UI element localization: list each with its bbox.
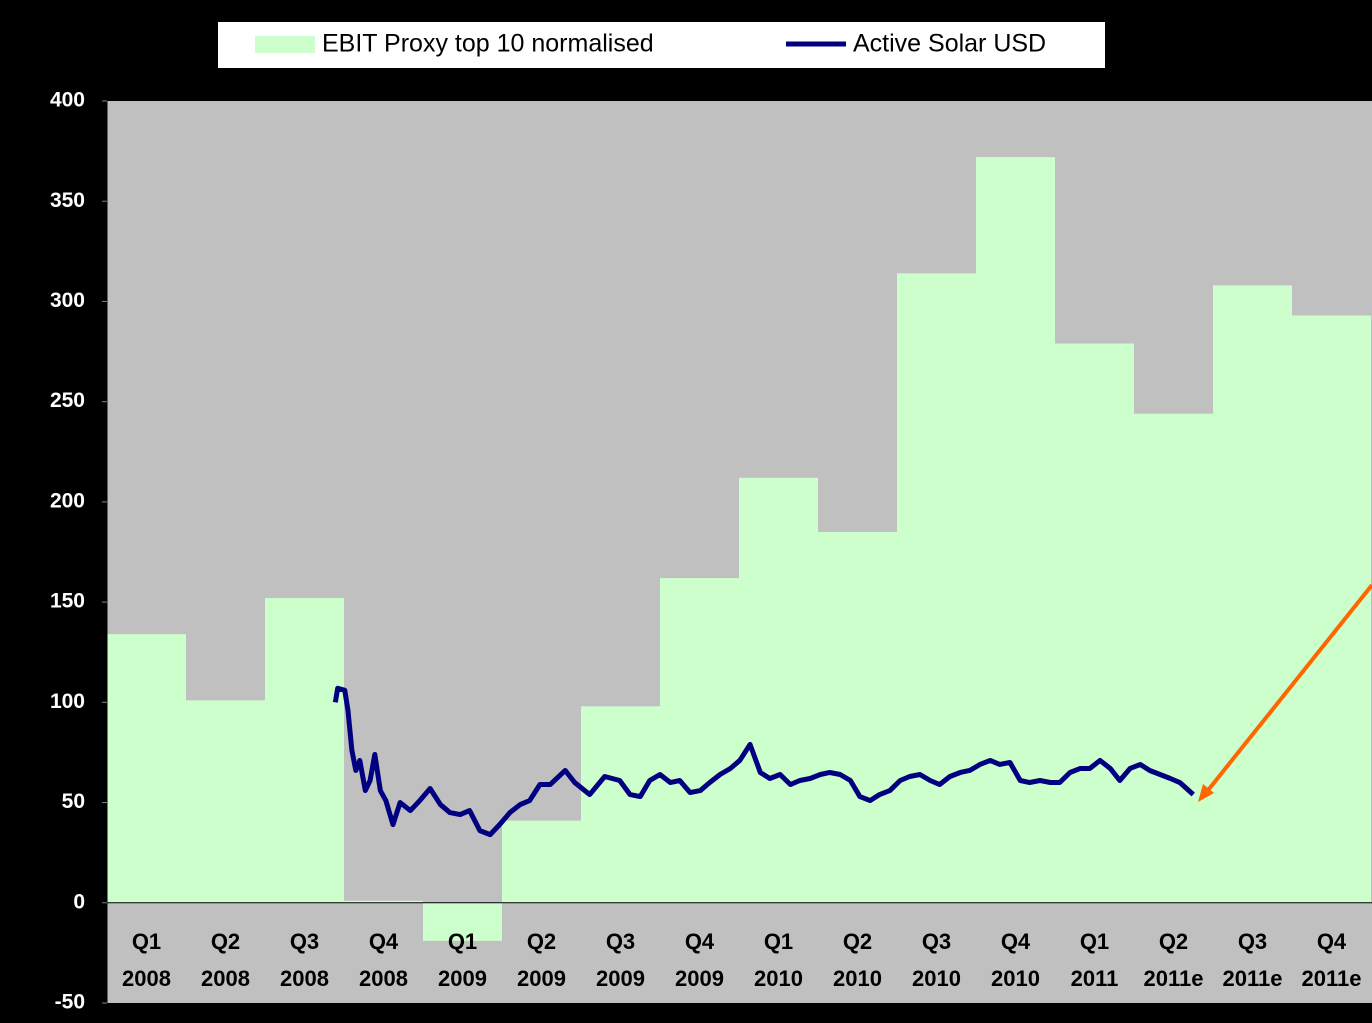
x-tick-label: 2009: [596, 966, 645, 991]
bar: [976, 157, 1055, 903]
x-tick-label: 2010: [754, 966, 803, 991]
bar: [344, 900, 423, 903]
x-tick-label: Q2: [1159, 929, 1188, 954]
x-tick-label: 2009: [675, 966, 724, 991]
bar: [581, 706, 660, 903]
x-tick-label: Q2: [211, 929, 240, 954]
bar: [739, 477, 818, 903]
x-tick-label: Q4: [685, 929, 715, 954]
y-tick-label: 250: [50, 389, 85, 412]
bar: [660, 578, 739, 903]
x-tick-label: Q1: [764, 929, 793, 954]
bar: [1292, 315, 1371, 903]
x-tick-label: 2011e: [1144, 966, 1204, 991]
x-tick-label: 2009: [438, 966, 487, 991]
x-tick-label: Q4: [1317, 929, 1347, 954]
x-tick-label: Q2: [843, 929, 872, 954]
legend-label: Active Solar USD: [853, 30, 1046, 58]
x-tick-label: Q3: [290, 929, 319, 954]
bar: [1134, 413, 1213, 903]
y-tick-label: 350: [50, 189, 85, 212]
x-tick-label: 2010: [912, 966, 961, 991]
x-tick-label: Q3: [922, 929, 951, 954]
x-tick-label: 2008: [201, 966, 250, 991]
y-tick-label: 400: [50, 89, 85, 112]
arrow-head: [1198, 784, 1214, 802]
x-tick-label: 2008: [359, 966, 408, 991]
x-tick-label: 2011e: [1223, 966, 1283, 991]
y-tick-label: 150: [50, 590, 85, 613]
y-tick-label: 300: [50, 289, 85, 312]
x-tick-label: 2010: [833, 966, 882, 991]
x-tick-label: 2008: [122, 966, 171, 991]
bar: [897, 273, 976, 903]
x-tick-label: 2008: [280, 966, 329, 991]
bar: [186, 700, 265, 903]
x-tick-label: Q4: [369, 929, 399, 954]
x-tick-label: Q1: [448, 929, 477, 954]
x-tick-label: Q3: [1238, 929, 1267, 954]
legend-swatch: [255, 36, 315, 53]
annotation-arrow: [1203, 583, 1372, 796]
x-tick-label: Q1: [132, 929, 161, 954]
bar: [818, 531, 897, 903]
y-tick-label: 200: [50, 489, 85, 512]
x-tick-label: 2009: [517, 966, 566, 991]
bar: [423, 902, 502, 941]
y-tick-label: 0: [73, 890, 85, 913]
y-tick-label: -50: [55, 991, 85, 1014]
bar: [107, 634, 186, 903]
y-tick-label: 50: [62, 790, 85, 813]
x-tick-label: Q2: [527, 929, 556, 954]
legend: EBIT Proxy top 10 normalised Active Solar…: [218, 22, 1105, 68]
x-tick-label: 2010: [991, 966, 1040, 991]
y-tick-label: 100: [50, 690, 85, 713]
x-tick-label: Q3: [606, 929, 635, 954]
bar: [1213, 285, 1292, 903]
x-tick-label: Q4: [1001, 929, 1031, 954]
plot-area: -50 0 50 100 150 200 250 300 350 400 Q1 2008 Q2 2008 Q…: [50, 89, 1372, 1014]
line: [332, 685, 1195, 838]
x-tick-label: 2011: [1071, 966, 1119, 991]
x-tick-label: 2011e: [1302, 966, 1362, 991]
bar: [265, 598, 344, 903]
legend-label: EBIT Proxy top 10 normalised: [322, 30, 654, 58]
bar: [502, 820, 581, 903]
x-tick-label: Q1: [1080, 929, 1109, 954]
bar: [1055, 343, 1134, 903]
legend-box: [218, 22, 1105, 68]
